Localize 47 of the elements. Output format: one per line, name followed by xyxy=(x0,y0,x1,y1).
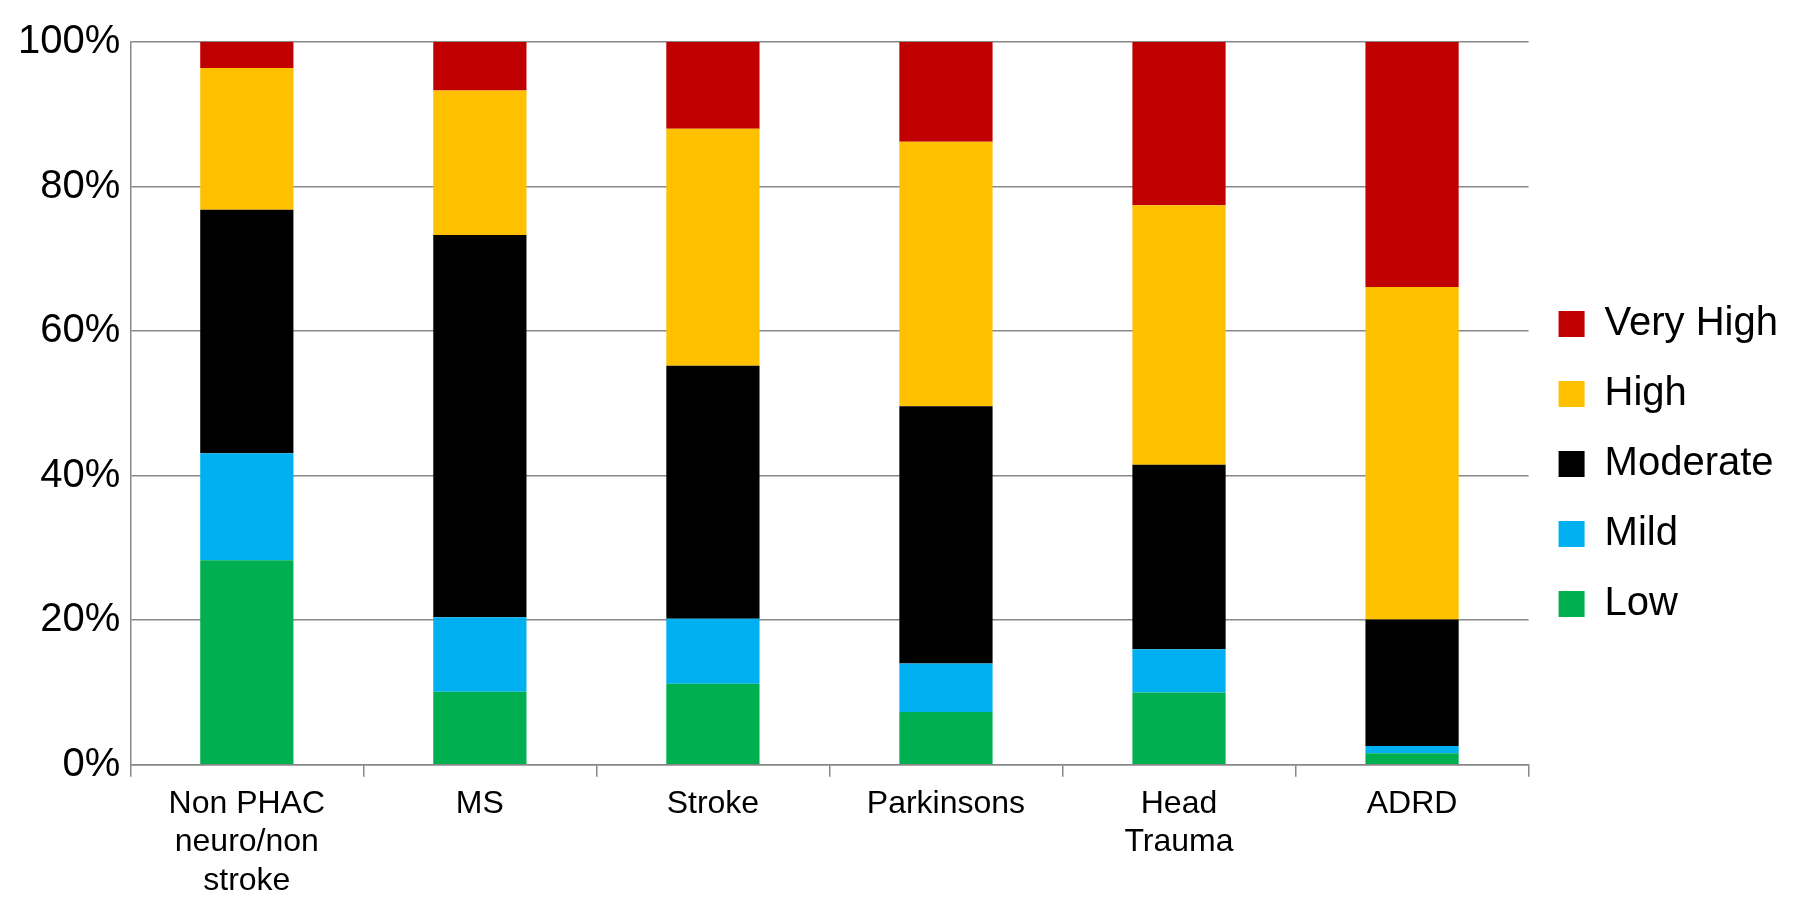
bar xyxy=(899,42,993,142)
bar xyxy=(433,90,527,235)
bar xyxy=(666,365,760,619)
bar xyxy=(1132,205,1226,465)
bar xyxy=(200,68,294,210)
bar xyxy=(899,712,993,765)
bar xyxy=(433,691,527,765)
x-tick-label: MS xyxy=(455,783,504,820)
y-tick-label: 100% xyxy=(17,17,121,62)
bar xyxy=(666,128,760,366)
bar xyxy=(200,42,294,69)
y-tick-label: 80% xyxy=(40,161,121,206)
x-tick-label: Head Trauma xyxy=(1124,783,1234,859)
bar xyxy=(1365,619,1459,747)
bar xyxy=(200,560,294,765)
bar xyxy=(200,453,294,561)
bar xyxy=(666,42,760,129)
bar xyxy=(433,234,527,618)
x-tick-label: Parkinsons xyxy=(866,783,1026,820)
legend-label: High xyxy=(1604,369,1687,414)
bar xyxy=(1365,753,1459,765)
legend-label: Mild xyxy=(1604,509,1678,554)
bar xyxy=(899,141,993,407)
x-tick-label: Stroke xyxy=(666,783,760,820)
y-tick-label: 40% xyxy=(40,450,121,495)
bar xyxy=(666,683,760,765)
legend-label: Very High xyxy=(1604,299,1778,344)
y-tick-label: 20% xyxy=(40,595,121,640)
bar xyxy=(899,663,993,713)
bar xyxy=(1365,746,1459,754)
bar xyxy=(1132,42,1226,206)
bar xyxy=(1132,649,1226,693)
bar xyxy=(1365,287,1459,620)
x-tick-label: Non PHAC neuro/non stroke xyxy=(168,783,326,897)
bar xyxy=(200,209,294,454)
bar xyxy=(433,42,527,91)
legend-label: Low xyxy=(1604,579,1679,624)
bar xyxy=(433,617,527,692)
bar xyxy=(899,406,993,664)
bar xyxy=(1365,42,1459,288)
bar xyxy=(1132,464,1226,650)
bar xyxy=(666,618,760,684)
y-tick-label: 60% xyxy=(40,306,121,351)
x-tick-label: ADRD xyxy=(1366,783,1458,820)
bar xyxy=(1132,692,1226,765)
legend-label: Moderate xyxy=(1604,439,1774,484)
y-tick-label: 0% xyxy=(62,739,121,784)
